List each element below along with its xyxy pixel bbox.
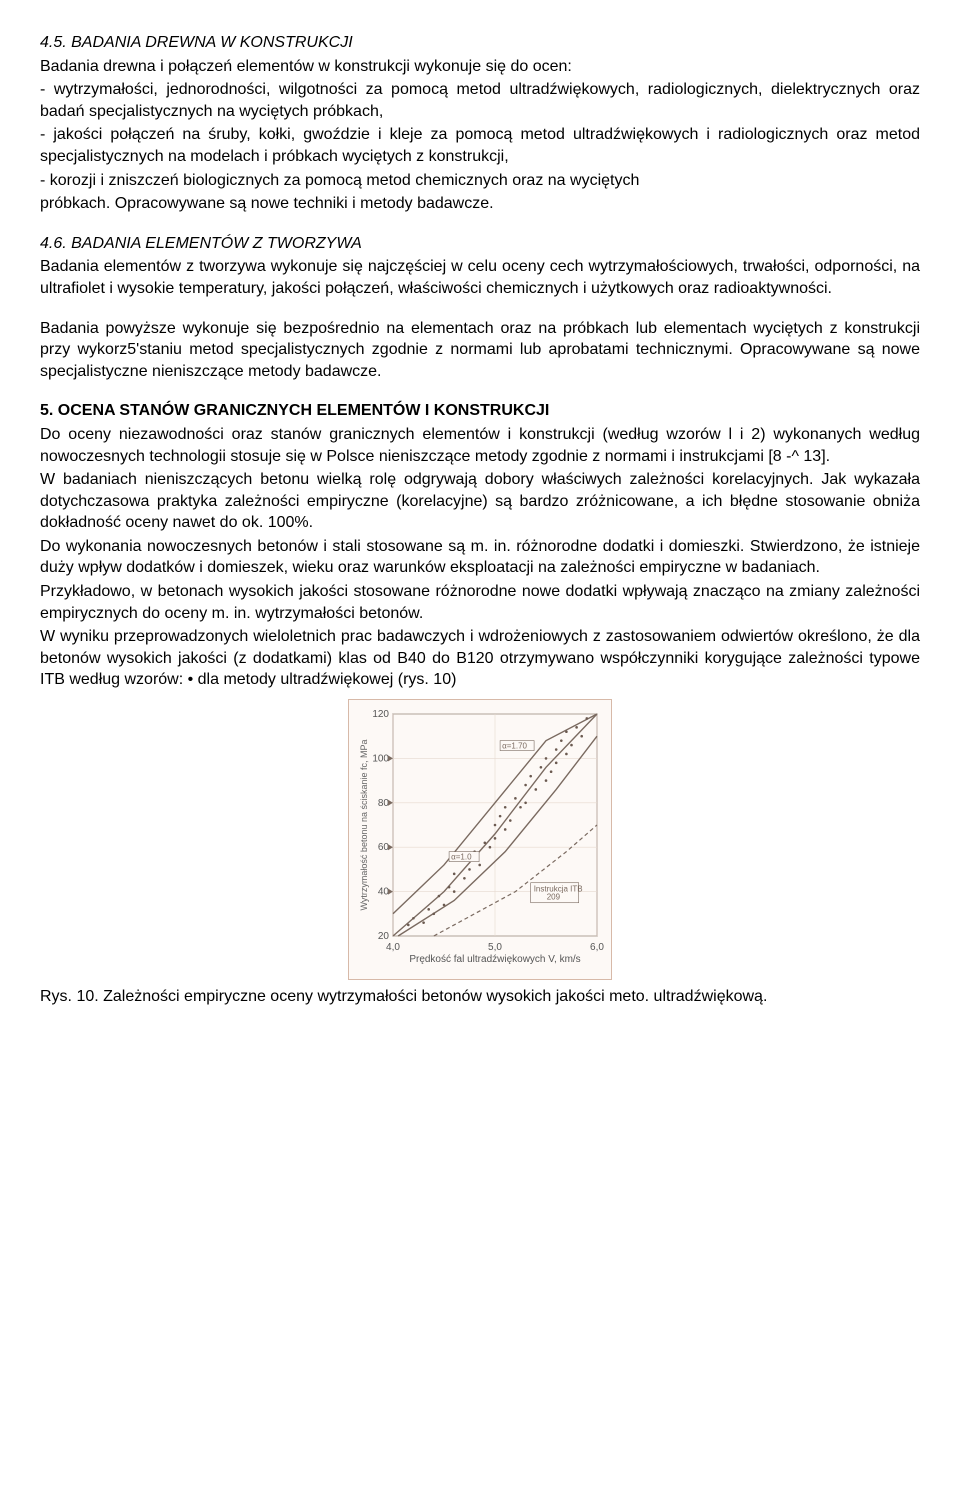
svg-text:α=1.0: α=1.0 xyxy=(451,853,472,862)
svg-text:4,0: 4,0 xyxy=(386,942,400,953)
svg-text:α=1.70: α=1.70 xyxy=(502,742,527,751)
body-text: W wyniku przeprowadzonych wieloletnich p… xyxy=(40,626,920,691)
body-text: Przykładowo, w betonach wysokich jakości… xyxy=(40,581,920,624)
svg-text:120: 120 xyxy=(372,709,389,720)
figure-10-caption: Rys. 10. Zależności empiryczne oceny wyt… xyxy=(40,986,920,1008)
svg-text:209: 209 xyxy=(547,893,561,902)
figure-10-container: 204060801001204,05,06,0α=1.70α=1.0Instru… xyxy=(40,699,920,980)
section-4-6-title: 4.6. BADANIA ELEMENTÓW Z TWORZYWA xyxy=(40,233,920,255)
body-text: Badania drewna i połączeń elementów w ko… xyxy=(40,56,920,78)
figure-10-chart: 204060801001204,05,06,0α=1.70α=1.0Instru… xyxy=(348,699,612,980)
chart-svg: 204060801001204,05,06,0α=1.70α=1.0Instru… xyxy=(355,706,605,966)
svg-text:5,0: 5,0 xyxy=(488,942,502,953)
body-text: Do wykonania nowoczesnych betonów i stal… xyxy=(40,536,920,579)
list-item: - korozji i zniszczeń biologicznych za p… xyxy=(40,170,920,192)
list-item: - wytrzymałości, jednorodności, wilgotno… xyxy=(40,79,920,122)
svg-text:20: 20 xyxy=(378,931,390,942)
body-text: Badania powyższe wykonuje się bezpośredn… xyxy=(40,318,920,383)
section-4-5-title: 4.5. BADANIA DREWNA W KONSTRUKCJI xyxy=(40,32,920,54)
svg-text:Wytrzymałość betonu na ściskan: Wytrzymałość betonu na ściskanie fc, MPa xyxy=(359,740,369,911)
body-text: próbkach. Opracowywane są nowe techniki … xyxy=(40,193,920,215)
body-text: Badania elementów z tworzywa wykonuje si… xyxy=(40,256,920,299)
svg-text:60: 60 xyxy=(378,842,390,853)
list-item: - jakości połączeń na śruby, kołki, gwoź… xyxy=(40,124,920,167)
svg-text:100: 100 xyxy=(372,753,389,764)
section-5-title: 5. OCENA STANÓW GRANICZNYCH ELEMENTÓW I … xyxy=(40,400,920,422)
body-text: W badaniach nieniszczących betonu wielką… xyxy=(40,469,920,534)
svg-text:40: 40 xyxy=(378,887,390,898)
body-text: Do oceny niezawodności oraz stanów grani… xyxy=(40,424,920,467)
svg-text:Prędkość fal ultradźwiękowych: Prędkość fal ultradźwiękowych V, km/s xyxy=(409,954,580,965)
svg-text:80: 80 xyxy=(378,798,390,809)
svg-text:6,0: 6,0 xyxy=(590,942,604,953)
